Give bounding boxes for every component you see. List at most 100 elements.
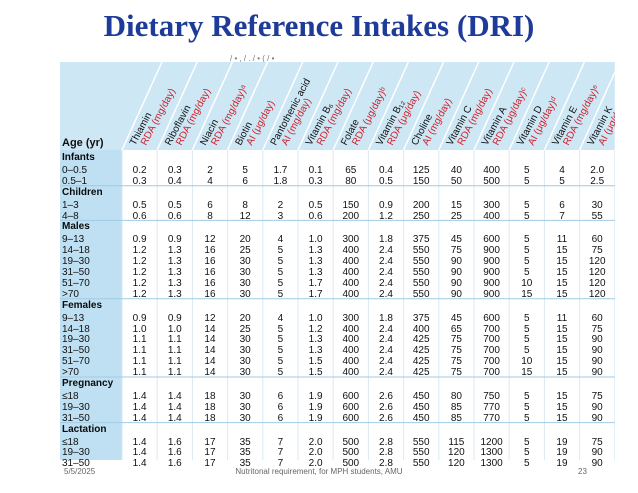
table-cell: 15 <box>556 345 568 357</box>
table-cell: 60 <box>591 312 603 324</box>
table-cell: 250 <box>412 210 430 222</box>
table-cell: 1.8 <box>379 234 393 246</box>
table-cell: 15 <box>450 199 462 211</box>
table-cell: 90 <box>450 267 462 278</box>
table-cell: 1.3 <box>308 245 323 257</box>
table-cell: 120 <box>588 267 606 278</box>
table-cell: 2 <box>207 164 213 176</box>
header-diagonal-line <box>508 62 550 151</box>
table-cell: 0.5 <box>132 199 147 211</box>
table-cell: 2.4 <box>379 356 393 368</box>
table-cell: 2.8 <box>379 436 393 448</box>
table-cell: 4 <box>559 164 565 176</box>
table-cell: 75 <box>591 436 603 448</box>
table-cell: 1.0 <box>132 323 147 335</box>
table-cell: 0.9 <box>132 234 147 246</box>
table-cell: 900 <box>483 277 500 289</box>
table-cell: 5 <box>524 312 530 324</box>
table-cell: 75 <box>591 390 603 402</box>
table-cell: 4 <box>277 312 284 324</box>
table-cell: 1.4 <box>132 436 147 448</box>
table-cell: 14 <box>204 334 216 346</box>
table-cell: 450 <box>412 401 430 413</box>
table-cell: 19 <box>556 436 568 448</box>
table-cell: 2.5 <box>590 175 605 187</box>
table-cell: 30 <box>239 267 251 278</box>
table-cell: 1.3 <box>167 288 182 300</box>
table-cell: 1.9 <box>308 401 323 413</box>
table-cell: 1.4 <box>132 401 147 413</box>
table-cell: 7 <box>277 458 284 470</box>
table-row: ≤18 1.4 1.6 17 35 7 2.0 500 2.8 550 115 1200 5 19 75 <box>60 437 615 449</box>
table-cell: 120 <box>448 458 465 470</box>
table-cell: 1.1 <box>167 356 182 368</box>
table-cell: 1.6 <box>167 458 182 470</box>
age-cell: 0.5–1 <box>62 175 88 187</box>
age-cell: 14–18 <box>62 245 90 257</box>
table-cell: 1300 <box>480 458 503 470</box>
table-cell: 500 <box>342 458 360 470</box>
table-cell: 1.6 <box>167 447 182 459</box>
table-cell: 450 <box>412 390 430 402</box>
table-cell: 1.2 <box>132 288 147 300</box>
table-cell: 14 <box>204 367 216 379</box>
age-cell: Infants <box>62 152 95 163</box>
table-cell: 18 <box>204 390 216 402</box>
header-diagonal-line <box>226 62 269 151</box>
table-cell: 1.2 <box>132 277 147 289</box>
table-row: 4–8 0.6 0.6 8 12 3 0.6 200 1.2 250 25 400 5 7 55 <box>60 211 615 223</box>
table-cell: 400 <box>342 245 360 257</box>
table-cell: 400 <box>342 267 360 278</box>
table-cell: 400 <box>412 323 430 335</box>
table-cell: 16 <box>204 245 216 257</box>
table-cell: 25 <box>450 210 462 222</box>
table-cell: 17 <box>204 458 216 470</box>
table-cell: 550 <box>412 436 430 448</box>
table-cell: 1.2 <box>132 256 147 268</box>
table-cell: 500 <box>483 175 500 187</box>
table-cell: 0.6 <box>132 210 147 222</box>
age-cell: ≤18 <box>62 436 79 448</box>
table-cell: 1.5 <box>308 356 323 368</box>
table-cell: 30 <box>239 356 251 368</box>
table-cell: 12 <box>204 234 216 246</box>
table-row: 0–0.5 0.2 0.3 2 5 1.7 0.1 65 0.4 125 40 400 5 4 2.0 <box>60 165 615 177</box>
footer-page-number: 23 <box>578 467 587 476</box>
table-cell: 400 <box>342 323 360 335</box>
table-row: 51–70 1.1 1.1 14 30 5 1.5 400 2.4 425 75 700 10 15 90 <box>60 356 615 368</box>
table-cell: 90 <box>591 447 603 459</box>
table-cell: 700 <box>483 334 500 346</box>
table-cell: 7 <box>559 210 565 222</box>
table-cell: 1.3 <box>167 267 182 278</box>
table-cell: 1.8 <box>379 312 393 324</box>
table-cell: 0.4 <box>167 175 182 187</box>
table-cell: 16 <box>204 288 216 300</box>
header-diagonal-line <box>121 62 163 151</box>
age-cell: 19–30 <box>62 334 90 346</box>
header-diagonal-line <box>402 62 445 151</box>
age-cell: 1–3 <box>62 199 79 211</box>
table-cell: 5 <box>559 175 565 187</box>
table-cell: 2.4 <box>379 245 393 257</box>
table-row: 19–30 1.4 1.4 18 30 6 1.9 600 2.6 450 85 770 5 15 90 <box>60 402 615 414</box>
table-cell: 4 <box>277 234 284 246</box>
header-diagonal-line <box>332 62 374 151</box>
table-cell: 20 <box>239 234 251 246</box>
age-cell: 31–50 <box>62 345 90 357</box>
table-cell: 1.1 <box>132 334 147 346</box>
table-cell: 30 <box>239 277 251 289</box>
table-cell: 15 <box>556 367 568 379</box>
table-cell: 700 <box>483 356 500 368</box>
table-cell: 17 <box>204 436 216 448</box>
table-cell: 120 <box>448 447 465 459</box>
table-cell: 25 <box>239 323 251 335</box>
table-cell: 15 <box>556 256 568 268</box>
table-cell: 0.2 <box>132 164 147 176</box>
table-cell: 550 <box>412 277 430 289</box>
table-cell: 65 <box>450 323 462 335</box>
age-cell: 4–8 <box>62 210 79 222</box>
table-cell: 15 <box>521 367 533 379</box>
age-header-label: Age (yr) <box>62 137 104 149</box>
table-cell: 75 <box>591 245 603 257</box>
table-cell: 3 <box>277 210 284 222</box>
